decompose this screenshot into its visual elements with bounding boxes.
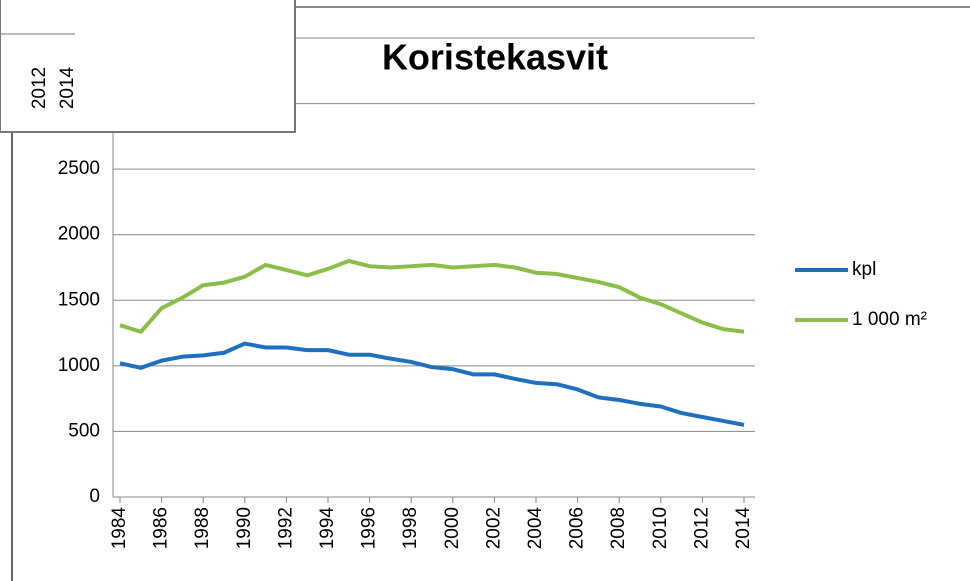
legend-label: kpl (852, 259, 876, 280)
y-tick-label: 1500 (58, 289, 100, 310)
x-tick-label: 1990 (234, 507, 255, 549)
overlay-box (0, 0, 296, 133)
x-tick-label: 2002 (483, 507, 504, 549)
x-tick-label: 2000 (442, 507, 463, 549)
x-tick-label: 1988 (192, 507, 213, 549)
x-tick-label: 1996 (359, 507, 380, 549)
x-tick-label: 1986 (151, 507, 172, 549)
x-tick-label: 2006 (567, 507, 588, 549)
line-series (119, 258, 745, 334)
overlay-label: 2012 (29, 67, 50, 109)
x-tick-label: 1984 (109, 507, 130, 550)
x-tick-label: 1998 (400, 507, 421, 549)
x-tick-label: 2014 (733, 507, 754, 550)
y-tick-label: 2000 (58, 224, 100, 245)
x-tick-label: 2004 (525, 507, 546, 550)
line-series (119, 341, 745, 427)
y-tick-label: 0 (89, 486, 100, 507)
overlay-label: 2014 (57, 66, 78, 109)
y-tick-label: 2500 (58, 158, 100, 179)
legend-label: 1 000 m² (852, 309, 927, 330)
x-tick-label: 2008 (608, 507, 629, 549)
y-tick-label: 1000 (58, 355, 100, 376)
x-tick-label: 2010 (650, 507, 671, 549)
x-tick-label: 2012 (691, 507, 712, 549)
x-tick-label: 1992 (275, 507, 296, 549)
chart-title: Koristekasvit (382, 37, 608, 78)
overlay-window: 2012 2014 (0, 0, 296, 133)
x-tick-label: 1994 (317, 507, 338, 550)
y-tick-label: 500 (68, 420, 100, 441)
